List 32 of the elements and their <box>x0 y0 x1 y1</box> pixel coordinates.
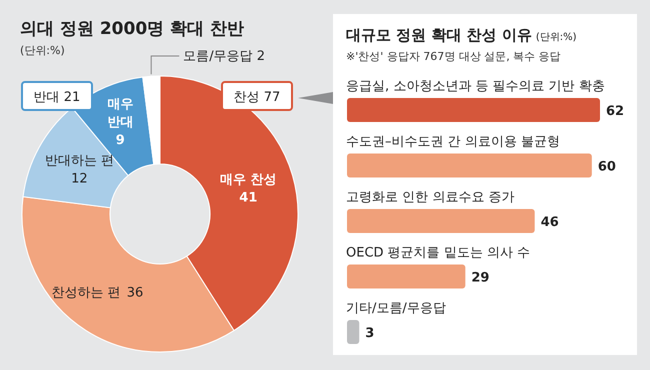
data-label: 29 <box>471 270 490 286</box>
slice-label: 반대하는 편 <box>44 154 114 169</box>
data-label: 41 <box>239 190 258 206</box>
y-tick-label: 응급실, 소아청소년과 등 필수의료 기반 확충 <box>346 79 605 94</box>
bar <box>347 154 592 178</box>
y-tick-label: 수도권–비수도권 간 의료이용 불균형 <box>346 134 560 150</box>
data-label: 36 <box>126 286 144 301</box>
y-tick-label: 기타/모름/무응답 <box>346 301 446 316</box>
text: (단위:%) <box>20 44 65 57</box>
data-label: 60 <box>598 160 616 174</box>
bar <box>347 264 466 288</box>
data-label: 2 <box>256 49 266 64</box>
chart-title: 대규모 정원 확대 찬성 이유 <box>346 26 532 44</box>
slice-label: 모름/무응답 <box>183 49 253 64</box>
data-label: 9 <box>116 133 125 148</box>
y-tick-label: OECD 평균치를 밑도는 의사 수 <box>346 246 530 260</box>
text: 찬성 77 <box>234 90 280 105</box>
data-label: 46 <box>540 215 559 230</box>
data-label: 3 <box>365 326 374 341</box>
slice-label: 매우 반대 <box>107 97 134 130</box>
y-tick-label: 고령화로 인한 의료수요 증가 <box>346 190 514 205</box>
annotation: ※'찬성' 응답자 767명 대상 설문, 복수 응답 <box>346 50 561 63</box>
slice-label: 찬성하는 편 <box>52 286 121 301</box>
bar <box>347 98 600 122</box>
chart-title: 의대 정원 2000명 확대 찬반 <box>20 19 244 39</box>
bar <box>347 320 360 344</box>
data-label: 12 <box>71 172 88 187</box>
bar <box>347 209 535 233</box>
text: 반대 21 <box>34 90 80 105</box>
data-label: 62 <box>606 104 624 119</box>
slice-label: 매우 찬성 <box>220 172 277 188</box>
text: (단위:%) <box>536 32 577 43</box>
